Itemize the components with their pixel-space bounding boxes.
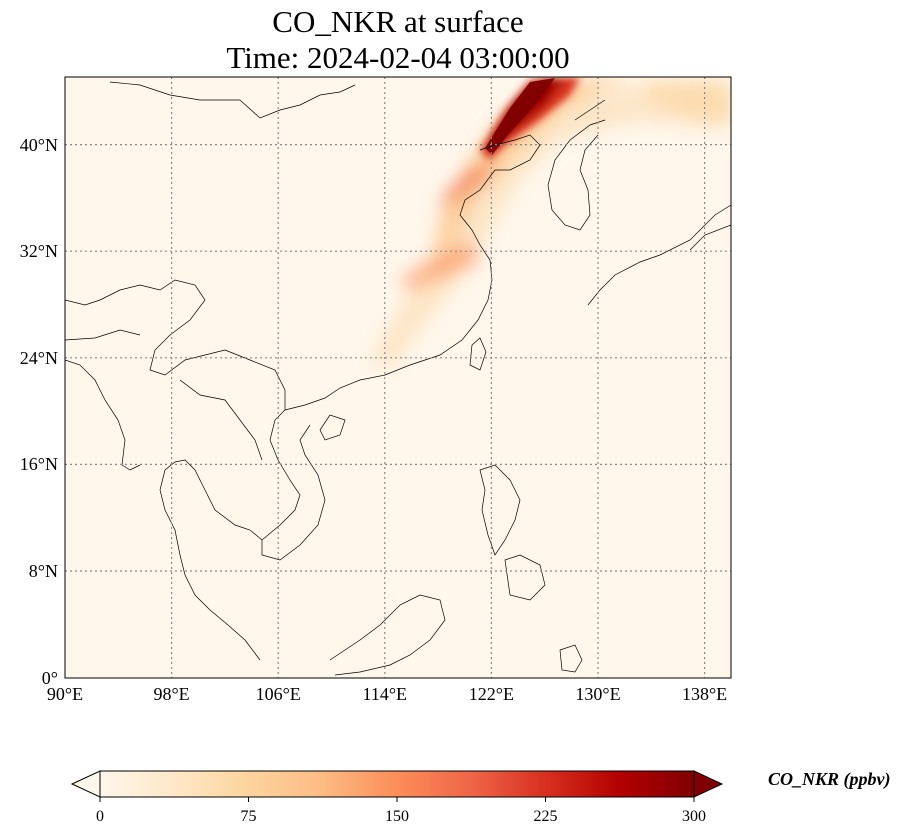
gridlines [65, 77, 731, 678]
lon-tick-label: 114°E [363, 684, 408, 704]
colorbar-tick-label: 300 [682, 808, 706, 825]
lat-tick-label: 16°N [20, 454, 58, 474]
colorbar-tick-label: 75 [241, 808, 257, 825]
colorbar: 0 75 150 225 300 [70, 770, 724, 825]
lon-tick-label: 122°E [469, 684, 514, 704]
colorbar-label: CO_NKR (ppbv) [768, 769, 891, 789]
lat-tick-label: 32°N [20, 241, 58, 261]
colorbar-tick-label: 150 [385, 808, 409, 825]
lat-tick-label: 0° [42, 668, 58, 688]
map-title: CO_NKR at surface [272, 4, 524, 39]
map-frame [64, 76, 732, 679]
colorbar-tick-label: 0 [96, 808, 104, 825]
coastlines [65, 81, 731, 676]
colorbar-extend-max [693, 770, 724, 798]
concentration-field [65, 77, 731, 678]
lon-tick-label: 138°E [682, 684, 727, 704]
lat-tick-label: 24°N [20, 348, 58, 368]
lon-tick-label: 98°E [153, 684, 189, 704]
lon-tick-label: 130°E [575, 684, 620, 704]
colorbar-tick-label: 225 [534, 808, 558, 825]
map-time-subtitle: Time: 2024-02-04 03:00:00 [226, 40, 570, 75]
colorbar-extend-min [70, 770, 101, 798]
lat-tick-label: 8°N [29, 561, 58, 581]
colorbar-gradient [99, 770, 695, 798]
lon-tick-label: 90°E [47, 684, 83, 704]
lat-tick-label: 40°N [20, 135, 58, 155]
lon-tick-label: 106°E [256, 684, 301, 704]
